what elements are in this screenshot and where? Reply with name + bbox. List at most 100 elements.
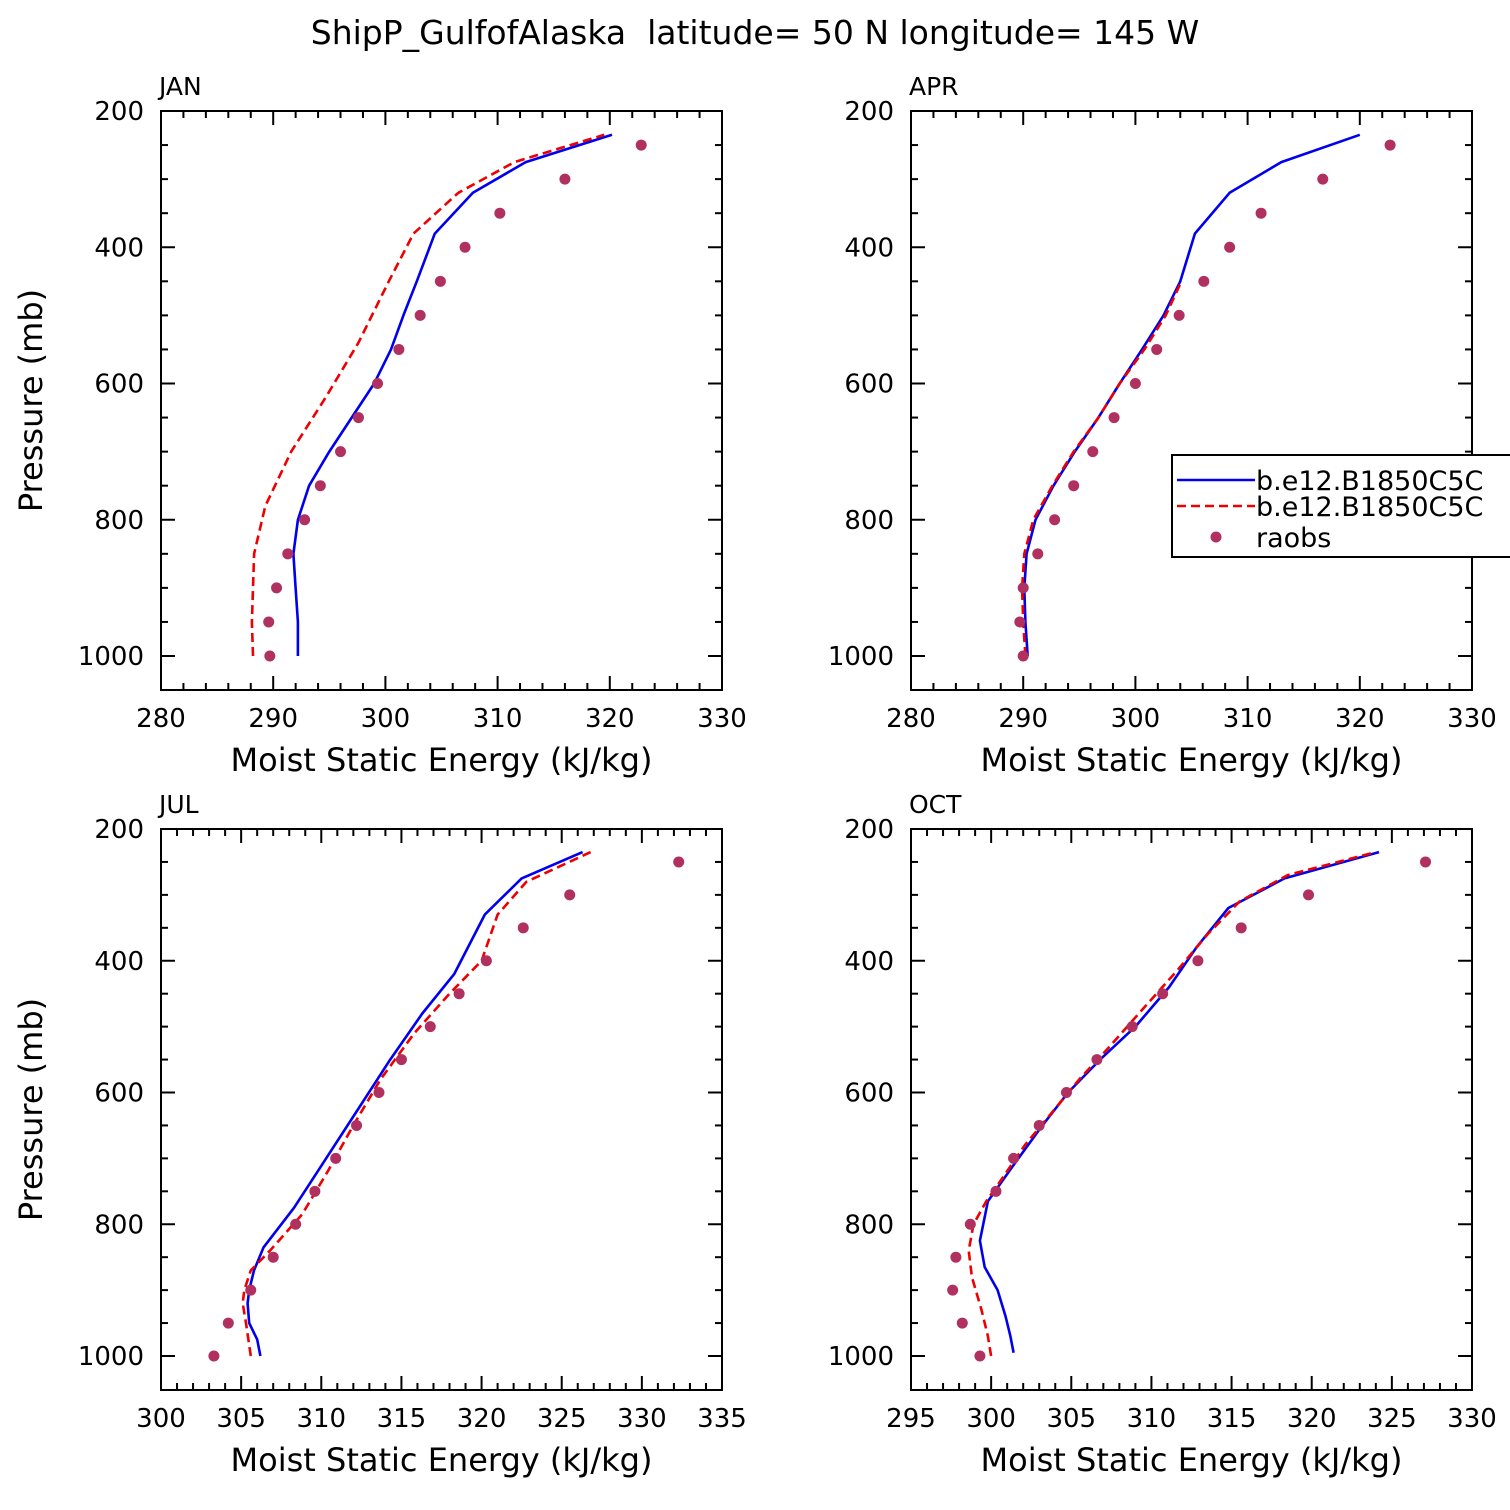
x-tick-label: 325 (1367, 1404, 1417, 1434)
raobs-point (1173, 309, 1185, 321)
raobs-point (1420, 856, 1432, 868)
raobs-point (271, 582, 283, 594)
raobs-point (1224, 241, 1236, 253)
y-tick-label: 400 (844, 233, 894, 263)
plot-frame (160, 110, 723, 691)
raobs-point (1129, 378, 1141, 389)
x-tick-label: 310 (473, 704, 523, 734)
raobs-point (964, 1218, 976, 1230)
x-tick-label: 330 (1447, 704, 1497, 734)
y-tick-label: 1000 (828, 642, 894, 672)
raobs-point (434, 275, 446, 287)
model2-line (250, 133, 605, 657)
raobs-point (1017, 650, 1029, 662)
raobs-point (673, 856, 685, 868)
raobs-point (1151, 343, 1163, 355)
raobs-point (1091, 1054, 1103, 1066)
x-tick-label: 290 (998, 704, 1048, 734)
y-tick-label: 200 (844, 815, 894, 845)
y-tick-label: 800 (94, 1210, 144, 1240)
raobs-point (1032, 548, 1044, 560)
x-tick-label: 320 (457, 1404, 507, 1434)
panel-label: OCT (909, 790, 962, 819)
legend-entry: raobs (1256, 523, 1331, 554)
legend-box (1171, 454, 1510, 558)
panel-jan: 280 290 300 310 320 330 200 400 600 800 1000 JAN Moi… (12, 72, 747, 779)
raobs-point (990, 1185, 1002, 1197)
figure-title: ShipP_GulfofAlaska latitude= 50 N longit… (311, 13, 1200, 52)
legend-swatch-raobs (1210, 531, 1222, 543)
x-tick-label: 320 (1335, 704, 1385, 734)
raobs-point (222, 1317, 234, 1329)
raobs-point (956, 1317, 968, 1329)
y-tick-label: 400 (94, 233, 144, 263)
raobs-point (373, 1087, 385, 1098)
y-tick-label: 200 (94, 815, 144, 845)
x-tick-label: 280 (136, 704, 186, 734)
y-tick-label: 600 (844, 370, 894, 400)
raobs-point (950, 1251, 962, 1263)
panel-label: JAN (157, 72, 202, 101)
plot-frame (910, 828, 1473, 1391)
panel-apr: 280 290 300 310 320 330 200 400 600 800 1000 APR Moi… (828, 72, 1497, 779)
plot-frame (160, 828, 723, 1391)
raobs-point (559, 173, 571, 185)
raobs-point (1017, 582, 1029, 594)
x-axis-label: Moist Static Energy (kJ/kg) (231, 1441, 653, 1479)
raobs-point (1317, 173, 1329, 185)
raobs-point (1384, 139, 1396, 151)
legend-entry: b.e12.B1850C5C (1256, 492, 1483, 523)
y-tick-label: 400 (844, 947, 894, 977)
x-tick-label: 330 (1447, 1404, 1497, 1434)
raobs-point (414, 309, 426, 321)
raobs-point (330, 1152, 342, 1164)
raobs-point (1008, 1152, 1020, 1164)
raobs-point (1014, 616, 1026, 628)
panel-oct: 295 300 305 310 315 320 325 330 200 400 600 800 1000… (828, 790, 1497, 1479)
raobs-point (1060, 1087, 1072, 1098)
raobs-point (1235, 922, 1247, 934)
x-tick-label: 330 (697, 704, 747, 734)
model1-line (246, 850, 584, 1357)
model1-line (292, 133, 613, 656)
model2-line (241, 850, 592, 1357)
raobs-point (299, 514, 311, 526)
panel-jul: 300 305 310 315 320 325 330 335 200 400 600 800 1000… (12, 790, 747, 1479)
raobs-point (372, 378, 384, 389)
raobs-point (635, 139, 647, 151)
legend-entry: b.e12.B1850C5C (1256, 466, 1483, 497)
model1-line (1023, 133, 1361, 657)
x-axis-label: Moist Static Energy (kJ/kg) (231, 741, 653, 779)
raobs-point (974, 1350, 986, 1362)
x-tick-label: 300 (361, 704, 411, 734)
panel-label: JUL (157, 790, 199, 819)
plot-frame (910, 110, 1473, 691)
x-tick-label: 290 (248, 704, 298, 734)
y-tick-label: 1000 (78, 1342, 144, 1372)
x-tick-label: 310 (296, 1404, 346, 1434)
raobs-point (1049, 514, 1061, 526)
raobs-point (1068, 480, 1080, 492)
raobs-point (1303, 889, 1315, 901)
x-tick-label: 305 (216, 1404, 266, 1434)
x-tick-label: 335 (697, 1404, 747, 1434)
raobs-point (480, 955, 492, 967)
raobs-point (264, 650, 276, 662)
raobs-point (494, 207, 506, 219)
x-tick-label: 310 (1223, 704, 1273, 734)
y-tick-label: 400 (94, 947, 144, 977)
x-tick-label: 300 (136, 1404, 186, 1434)
y-tick-label: 200 (844, 97, 894, 127)
y-tick-label: 600 (94, 370, 144, 400)
x-tick-label: 320 (585, 704, 635, 734)
raobs-point (1087, 446, 1099, 458)
raobs-point (282, 548, 294, 560)
raobs-point (459, 241, 471, 253)
raobs-point (352, 412, 364, 424)
x-tick-label: 310 (1127, 1404, 1177, 1434)
raobs-point (351, 1119, 363, 1131)
raobs-point (393, 343, 405, 355)
y-tick-label: 600 (844, 1079, 894, 1109)
raobs-point (335, 446, 347, 458)
